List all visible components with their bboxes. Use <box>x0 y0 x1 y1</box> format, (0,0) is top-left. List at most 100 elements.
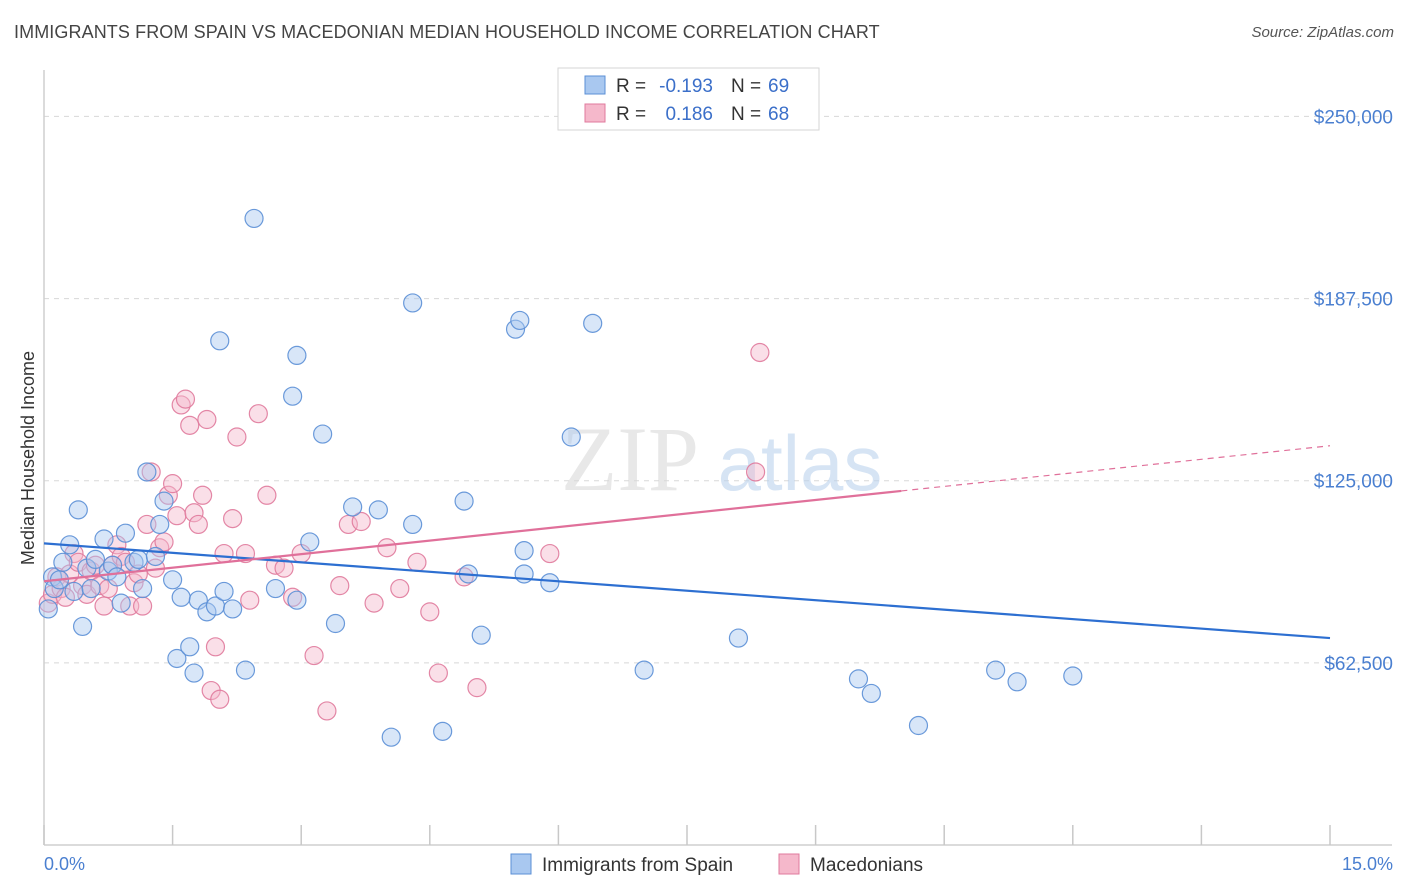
data-point-immigrants-from-spain <box>300 532 320 552</box>
data-point-macedonians <box>750 342 770 363</box>
data-point-immigrants-from-spain <box>265 578 286 599</box>
data-point-macedonians <box>188 514 208 535</box>
data-point-immigrants-from-spain <box>150 514 170 535</box>
legend-swatch-pink <box>584 103 606 123</box>
stats-legend: R = -0.193 N = 69 R = 0.186 N = 68 <box>557 67 820 131</box>
y-tick-label: $62,500 <box>1324 654 1393 675</box>
data-point-immigrants-from-spain <box>128 549 148 570</box>
data-point-macedonians <box>175 389 196 409</box>
data-point-macedonians <box>240 590 260 610</box>
data-point-macedonians <box>540 543 560 564</box>
y-tick-labels: $62,500 $125,000 $187,500 $250,000 <box>1314 107 1393 674</box>
data-point-immigrants-from-spain <box>583 313 603 333</box>
data-point-macedonians <box>390 578 410 599</box>
data-point-macedonians <box>330 576 350 596</box>
data-point-macedonians <box>128 564 148 584</box>
data-point-immigrants-from-spain <box>368 500 388 520</box>
data-point-immigrants-from-spain <box>540 573 560 593</box>
data-point-immigrants-from-spain <box>132 578 153 599</box>
data-point-immigrants-from-spain <box>85 549 106 570</box>
data-point-immigrants-from-spain <box>68 500 88 520</box>
data-point-immigrants-from-spain <box>64 581 84 602</box>
data-point-macedonians <box>214 543 234 564</box>
x-tick-label-min: 0.0% <box>44 854 85 874</box>
data-point-immigrants-from-spain <box>454 491 474 511</box>
data-point-macedonians <box>180 415 200 435</box>
legend-n-value-pink: 68 <box>768 104 789 125</box>
bottom-legend-label-pink: Macedonians <box>810 855 923 876</box>
data-point-macedonians <box>132 596 153 616</box>
data-point-macedonians <box>210 689 230 709</box>
data-point-macedonians <box>257 485 277 505</box>
chart-title: IMMIGRANTS FROM SPAIN VS MACEDONIAN MEDI… <box>14 22 880 42</box>
data-point-macedonians <box>467 678 487 698</box>
data-point-macedonians <box>184 503 204 523</box>
data-point-macedonians <box>141 462 161 482</box>
data-point-macedonians <box>351 511 371 532</box>
y-tick-label: $187,500 <box>1314 290 1393 311</box>
data-point-macedonians <box>420 602 440 622</box>
data-point-immigrants-from-spain <box>244 208 264 229</box>
data-point-immigrants-from-spain <box>510 310 530 331</box>
legend-r-value-pink: 0.186 <box>665 104 713 125</box>
data-point-immigrants-from-spain <box>908 715 929 736</box>
data-point-macedonians <box>274 558 294 578</box>
legend-r-value-blue: -0.193 <box>659 76 713 97</box>
data-point-immigrants-from-spain <box>634 660 654 680</box>
data-point-immigrants-from-spain <box>137 462 157 482</box>
data-point-immigrants-from-spain <box>433 721 453 741</box>
data-point-macedonians <box>407 552 427 572</box>
data-point-immigrants-from-spain <box>325 613 346 634</box>
data-point-macedonians <box>745 462 766 482</box>
data-point-macedonians <box>38 593 58 613</box>
y-axis-label: Median Household Income <box>18 351 38 565</box>
data-point-macedonians <box>193 485 213 505</box>
data-point-immigrants-from-spain <box>180 637 200 657</box>
trend-line-macedonians <box>43 489 902 583</box>
data-point-immigrants-from-spain <box>111 593 131 613</box>
data-point-immigrants-from-spain <box>403 293 423 313</box>
data-point-immigrants-from-spain <box>167 648 187 669</box>
data-point-immigrants-from-spain <box>287 590 307 610</box>
data-point-immigrants-from-spain <box>283 386 303 406</box>
data-point-immigrants-from-spain <box>163 570 183 590</box>
y-tick-label: $250,000 <box>1314 107 1393 128</box>
data-point-immigrants-from-spain <box>381 727 401 747</box>
data-point-immigrants-from-spain <box>403 514 423 535</box>
data-point-macedonians <box>205 637 226 657</box>
data-point-immigrants-from-spain <box>313 424 333 444</box>
data-point-immigrants-from-spain <box>81 578 101 599</box>
bottom-legend-label-blue: Immigrants from Spain <box>542 855 733 876</box>
data-point-immigrants-from-spain <box>861 683 881 704</box>
legend-r-label: R = <box>616 76 646 97</box>
data-point-macedonians <box>167 506 187 526</box>
data-point-macedonians <box>197 409 217 430</box>
y-tick-label: $125,000 <box>1314 472 1393 493</box>
trend-line-immigrants-from-spain <box>43 542 1331 640</box>
data-point-immigrants-from-spain <box>184 663 204 683</box>
watermark-zip: ZIP <box>561 408 699 510</box>
legend-swatch-blue <box>584 75 606 95</box>
data-point-immigrants-from-spain <box>94 529 114 549</box>
x-tick-label-max: 15.0% <box>1342 854 1393 874</box>
source-label: Source: ZipAtlas.com <box>1251 24 1394 41</box>
data-point-immigrants-from-spain <box>235 660 256 680</box>
trend-line-macedonians-extension <box>901 445 1331 492</box>
data-point-immigrants-from-spain <box>287 345 307 365</box>
data-point-immigrants-from-spain <box>728 628 749 648</box>
data-point-macedonians <box>428 663 448 683</box>
watermark: ZIP atlas <box>561 408 882 510</box>
legend-n-label: N = <box>731 104 761 125</box>
data-point-immigrants-from-spain <box>848 669 869 689</box>
x-tick-marks <box>43 825 1331 845</box>
data-point-macedonians <box>223 508 243 529</box>
data-point-macedonians <box>304 645 324 666</box>
data-point-immigrants-from-spain <box>471 625 491 645</box>
series-immigrants-from-spain <box>38 208 1083 747</box>
data-point-immigrants-from-spain <box>1007 672 1027 692</box>
legend-n-value-blue: 69 <box>768 76 789 97</box>
data-point-immigrants-from-spain <box>107 567 127 587</box>
data-point-immigrants-from-spain <box>986 660 1006 680</box>
watermark-atlas: atlas <box>718 419 883 507</box>
